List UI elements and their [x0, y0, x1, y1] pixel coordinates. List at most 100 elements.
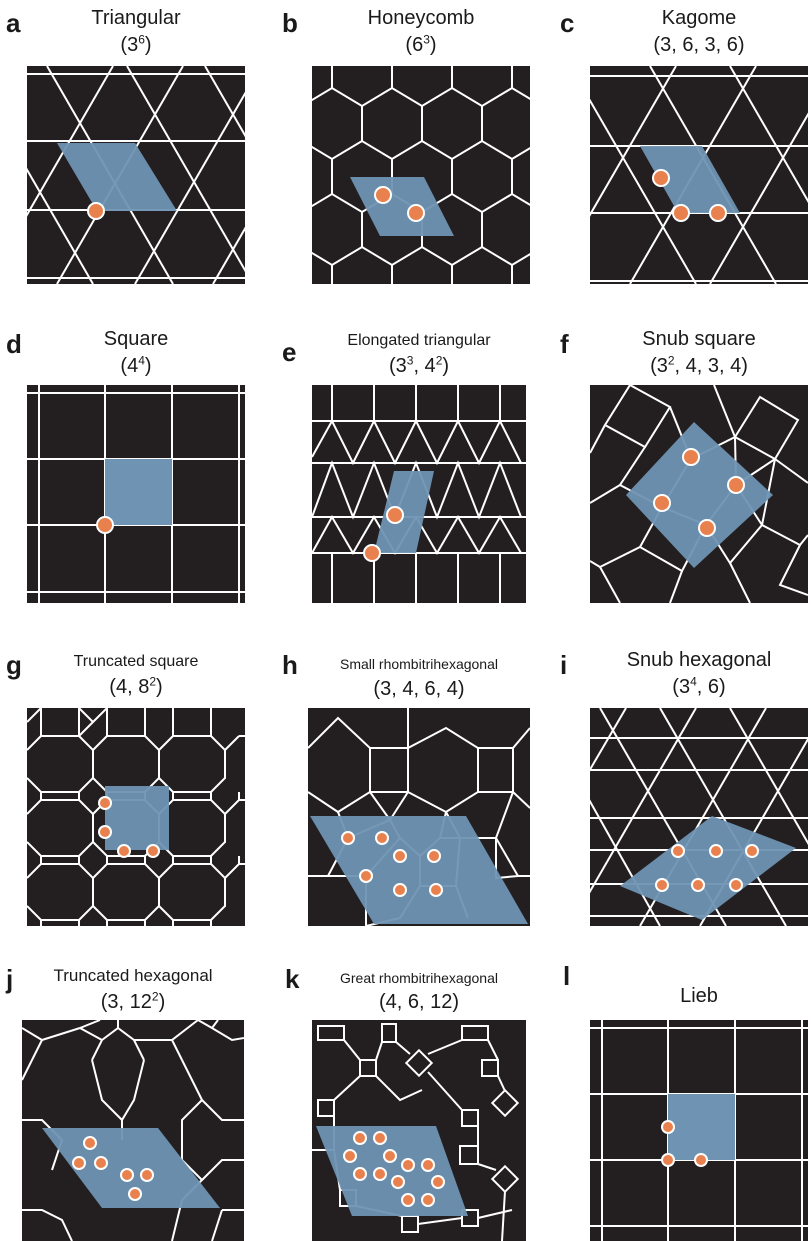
lattice-site [652, 169, 670, 187]
notation-text: (3 [388, 355, 407, 377]
unit-cell [310, 816, 528, 924]
lattice-site [374, 186, 392, 204]
lattice-tile [312, 66, 530, 284]
lattice-site [120, 1168, 134, 1182]
notation-text: (3, 6, 3, 6) [653, 34, 745, 56]
notation-exponent: 2 [667, 353, 675, 368]
panel-letter: f [560, 329, 569, 359]
unit-cell [57, 143, 177, 211]
lattice-tile [590, 708, 808, 926]
panel-letter: b [282, 8, 298, 38]
unit-cell [374, 471, 434, 553]
lattice-site [386, 506, 404, 524]
notation-text: ) [429, 34, 437, 56]
panel-title: Square [103, 328, 169, 350]
lattice-site [353, 1131, 367, 1145]
panel-title: Lieb [680, 985, 718, 1007]
lattice-site [661, 1120, 675, 1134]
lattice-tile [27, 708, 245, 926]
lattice-site [94, 1156, 108, 1170]
panel-notation: (4, 6, 12) [312, 990, 526, 1014]
lattice-tile [312, 1020, 526, 1241]
panel-notation: (3, 4, 6, 4) [308, 677, 530, 701]
lattice-site [694, 1153, 708, 1167]
lattice-site [98, 796, 112, 810]
panel-notation: (36) [27, 33, 245, 57]
lattice-diagram [27, 66, 245, 284]
lattice-site [391, 1175, 405, 1189]
notation-exponent: 4 [690, 674, 697, 689]
panel-letter: c [560, 8, 575, 38]
unit-cell [105, 459, 172, 525]
lattice-diagram [590, 385, 808, 603]
lattice-site [429, 883, 443, 897]
panel-letter: g [6, 650, 22, 680]
panel-notation: (32, 4, 3, 4) [590, 354, 808, 378]
unit-cell [105, 786, 169, 850]
lattice-site [359, 869, 373, 883]
panel-title: Kagome [661, 7, 737, 29]
lattice-site [421, 1158, 435, 1172]
notation-text: (4 [120, 355, 139, 377]
lattice-diagram [590, 1020, 808, 1241]
lattice-site [72, 1156, 86, 1170]
lattice-site [427, 849, 441, 863]
notation-exponent: 3 [406, 353, 414, 368]
lattice-site [709, 844, 723, 858]
lattice-site [117, 844, 131, 858]
lattice-site [671, 844, 685, 858]
lattice-diagram [312, 385, 526, 603]
notation-exponent: 2 [149, 674, 157, 689]
lattice-site [383, 1149, 397, 1163]
unit-cell [620, 816, 796, 920]
lattice-site [653, 494, 671, 512]
lattice-site [96, 516, 114, 534]
panel-letter: a [6, 8, 21, 38]
panel-notation: (63) [312, 33, 530, 57]
notation-text: (4, 8 [109, 676, 150, 698]
lattice-site [691, 878, 705, 892]
lattice-site [729, 878, 743, 892]
lattice-site [83, 1136, 97, 1150]
lattice-tile [27, 66, 245, 284]
panel-letter: h [282, 650, 298, 680]
lattice-site [375, 831, 389, 845]
lattice-site [709, 204, 727, 222]
lattice-site [672, 204, 690, 222]
notation-text: ) [156, 676, 163, 698]
panel-notation: (33, 42) [312, 354, 526, 378]
notation-exponent: 2 [435, 353, 443, 368]
lattice-site [393, 883, 407, 897]
panel-title: Great rhombitrihexagonal [340, 970, 498, 986]
notation-text: (3 [650, 355, 668, 377]
lattice-diagram [27, 708, 245, 926]
panel-notation: (4, 82) [27, 675, 245, 699]
notation-text: (3, 4, 6, 4) [373, 678, 465, 700]
unit-cell [316, 1126, 468, 1216]
lattice-tile [312, 385, 526, 603]
panel-notation: (44) [27, 354, 245, 378]
lattice-tile [590, 385, 808, 603]
panel-title: Elongated triangular [347, 332, 491, 349]
panel-title: Truncated square [73, 653, 199, 670]
panel-title: Truncated hexagonal [53, 966, 213, 985]
lattice-site [655, 878, 669, 892]
lattice-diagram [312, 1023, 520, 1241]
lattice-site [401, 1193, 415, 1207]
lattice-site [373, 1167, 387, 1181]
lattice-site [698, 519, 716, 537]
lattice-site [661, 1153, 675, 1167]
lattice-diagram [27, 385, 245, 603]
lattice-site [353, 1167, 367, 1181]
lattice-site [128, 1187, 142, 1201]
notation-text: (6 [405, 34, 424, 56]
lattice-site [421, 1193, 435, 1207]
panel-title: Honeycomb [367, 7, 475, 29]
panel-title: Small rhombitrihexagonal [340, 656, 498, 672]
lattice-diagram [308, 708, 530, 926]
notation-exponent: 4 [138, 353, 145, 368]
unit-cell [626, 422, 773, 568]
lattice-diagram [590, 708, 808, 926]
lattice-site [343, 1149, 357, 1163]
notation-text: , 4, 3, 4) [674, 355, 748, 377]
